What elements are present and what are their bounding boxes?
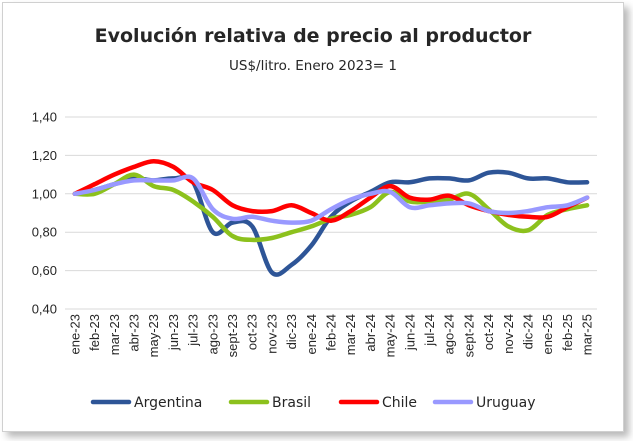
x-axis: ene-23 feb-23 mar-23 abr-23 may-23 jun-23 jul-… bbox=[67, 314, 594, 357]
x-tick-label: feb-23 bbox=[87, 314, 102, 351]
y-axis: 0,40 0,60 0,80 1,00 1,20 1,40 bbox=[32, 110, 57, 317]
legend-item-uruguay: Uruguay bbox=[432, 395, 536, 411]
x-tick-label: dic-23 bbox=[284, 314, 299, 349]
y-tick-label: 0,40 bbox=[32, 302, 57, 317]
series-line-uruguay bbox=[72, 174, 590, 225]
legend-item-argentina: Argentina bbox=[90, 395, 202, 411]
x-tick-label: ene-25 bbox=[540, 314, 555, 354]
chart-title: Evolución relativa de precio al producto… bbox=[94, 25, 532, 47]
line-chart: 0,40 0,60 0,80 1,00 1,20 1,40 ene-23 feb-23 mar… bbox=[32, 110, 597, 411]
x-tick-label: may-24 bbox=[383, 314, 398, 357]
x-tick-label: mar-23 bbox=[107, 314, 122, 355]
legend-label: Argentina bbox=[134, 395, 202, 411]
x-tick-label: jun-23 bbox=[166, 314, 181, 351]
x-tick-label: nov-23 bbox=[264, 314, 279, 354]
legend-label: Chile bbox=[382, 395, 417, 411]
chart-subtitle: US$/litro. Enero 2023= 1 bbox=[229, 58, 397, 74]
x-tick-label: jul-24 bbox=[422, 314, 437, 347]
x-tick-label: ago-24 bbox=[442, 314, 457, 354]
x-tick-label: oct-23 bbox=[245, 314, 260, 350]
x-tick-label: jul-23 bbox=[186, 314, 201, 347]
x-tick-label: sept-24 bbox=[461, 314, 476, 357]
y-tick-label: 1,40 bbox=[32, 110, 57, 125]
y-tick-label: 1,20 bbox=[32, 148, 57, 163]
x-tick-label: abr-23 bbox=[126, 314, 141, 352]
x-tick-label: oct-24 bbox=[481, 314, 496, 350]
legend-item-brasil: Brasil bbox=[228, 395, 311, 411]
x-tick-label: ene-23 bbox=[67, 314, 82, 354]
x-tick-label: feb-24 bbox=[324, 314, 339, 351]
x-tick-label: mar-25 bbox=[580, 314, 595, 355]
y-tick-label: 0,80 bbox=[32, 225, 57, 240]
legend-label: Brasil bbox=[272, 395, 311, 411]
x-tick-label: abr-24 bbox=[363, 314, 378, 352]
x-tick-label: ago-23 bbox=[205, 314, 220, 354]
x-tick-label: may-23 bbox=[146, 314, 161, 357]
legend-item-chile: Chile bbox=[338, 395, 417, 411]
x-tick-label: dic-24 bbox=[521, 314, 536, 349]
x-tick-label: sept-23 bbox=[225, 314, 240, 357]
gridlines bbox=[65, 116, 597, 310]
chart-frame: Evolución relativa de precio al producto… bbox=[2, 2, 624, 432]
series-lines bbox=[72, 158, 590, 277]
legend-label: Uruguay bbox=[476, 395, 536, 411]
legend: Argentina Brasil Chile Uruguay bbox=[90, 395, 536, 411]
x-tick-label: feb-25 bbox=[560, 314, 575, 351]
x-tick-label: nov-24 bbox=[501, 314, 516, 354]
x-tick-label: ene-24 bbox=[304, 314, 319, 354]
y-tick-label: 0,60 bbox=[32, 263, 57, 278]
y-tick-label: 1,00 bbox=[32, 186, 57, 201]
x-tick-label: mar-24 bbox=[343, 314, 358, 355]
x-tick-label: jun-24 bbox=[402, 314, 417, 351]
